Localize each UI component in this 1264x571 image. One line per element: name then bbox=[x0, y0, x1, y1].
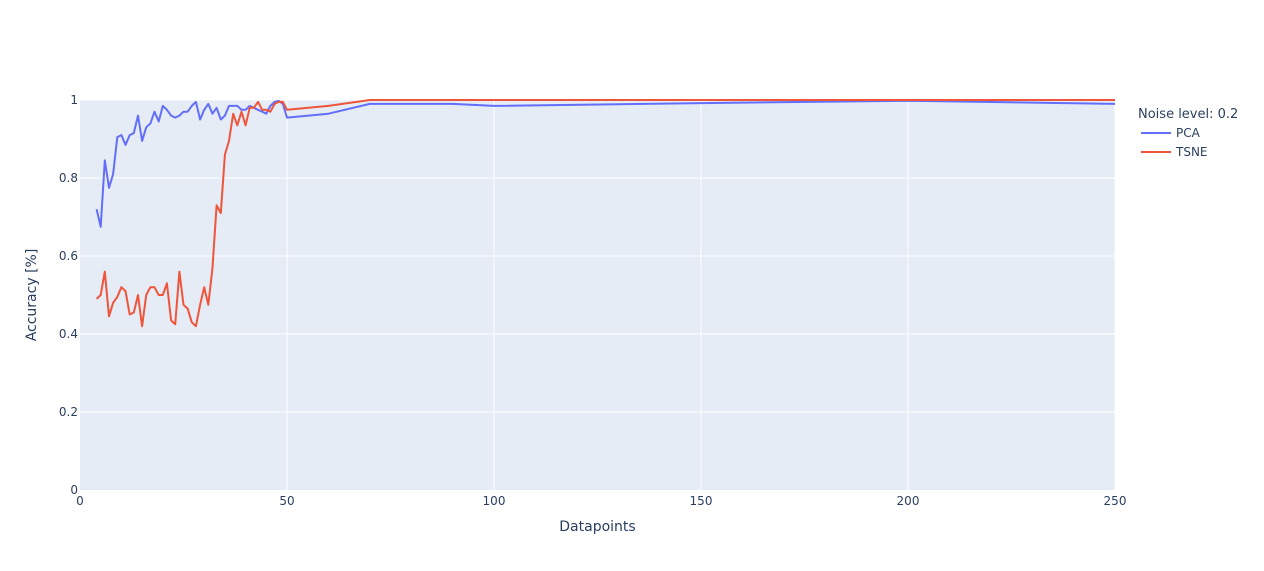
y-tick-labels: 0 0.2 0.4 0.6 0.8 1 bbox=[59, 93, 78, 497]
x-tick-label: 150 bbox=[690, 494, 713, 508]
x-tick-label: 200 bbox=[897, 494, 920, 508]
x-tick-label: 50 bbox=[279, 494, 294, 508]
legend: Noise level: 0.2 PCA TSNE bbox=[1138, 107, 1238, 159]
x-tick-labels: 0 50 100 150 200 250 bbox=[76, 494, 1126, 508]
legend-label: TSNE bbox=[1175, 145, 1208, 159]
y-tick-label: 0.6 bbox=[59, 249, 78, 263]
y-tick-label: 0.8 bbox=[59, 171, 78, 185]
legend-item-tsne[interactable]: TSNE bbox=[1141, 145, 1208, 159]
legend-title: Noise level: 0.2 bbox=[1138, 107, 1238, 122]
y-axis-title: Accuracy [%] bbox=[24, 249, 40, 342]
y-tick-label: 1 bbox=[70, 93, 78, 107]
x-tick-label: 250 bbox=[1104, 494, 1127, 508]
legend-label: PCA bbox=[1176, 126, 1201, 140]
x-axis-title: Datapoints bbox=[559, 519, 635, 535]
series-lines bbox=[95, 99, 1116, 328]
y-tick-label: 0.4 bbox=[59, 327, 78, 341]
x-tick-label: 0 bbox=[76, 494, 84, 508]
legend-item-pca[interactable]: PCA bbox=[1141, 126, 1201, 140]
x-tick-label: 100 bbox=[483, 494, 506, 508]
plot-area bbox=[80, 100, 1115, 490]
series-line-tsne bbox=[95, 99, 1115, 328]
y-tick-label: 0 bbox=[70, 483, 78, 497]
y-tick-label: 0.2 bbox=[59, 405, 78, 419]
